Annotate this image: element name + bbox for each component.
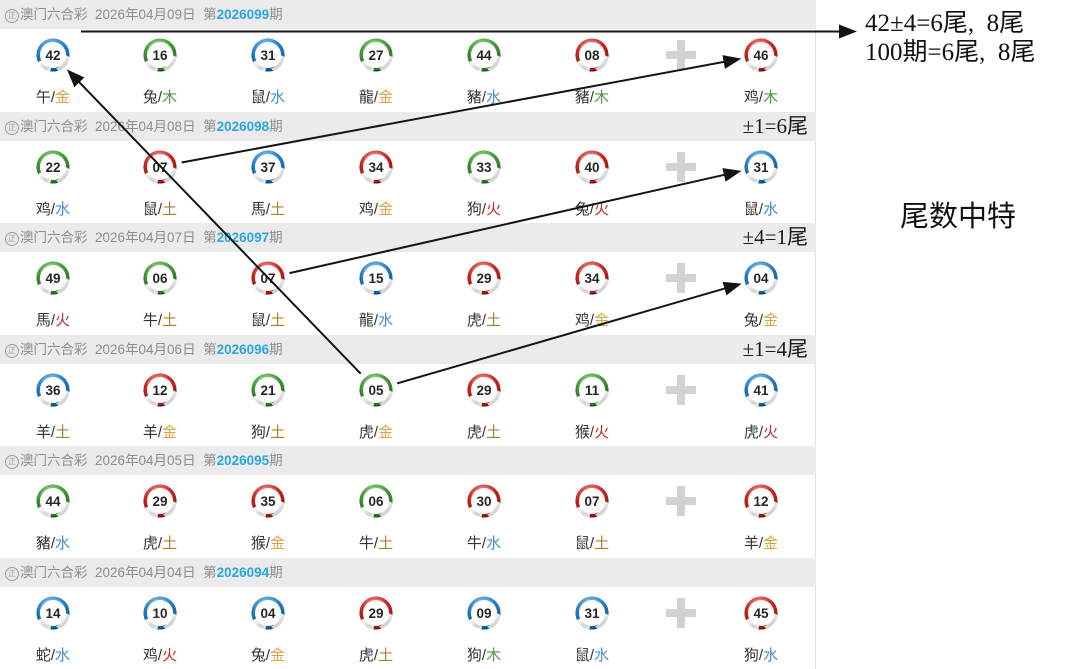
svg-text:10: 10 [152, 605, 167, 620]
svg-text:45: 45 [753, 605, 769, 620]
svg-text:33: 33 [476, 159, 492, 174]
svg-text:07: 07 [260, 271, 275, 286]
svg-text:29: 29 [476, 382, 491, 397]
svg-text:30: 30 [476, 494, 491, 509]
svg-text:05: 05 [368, 382, 384, 397]
svg-text:31: 31 [260, 48, 276, 63]
svg-text:09: 09 [476, 605, 491, 620]
svg-text:31: 31 [753, 159, 769, 174]
svg-text:21: 21 [260, 382, 276, 397]
svg-text:07: 07 [584, 494, 599, 509]
svg-text:37: 37 [260, 159, 275, 174]
svg-text:49: 49 [45, 271, 60, 286]
svg-text:34: 34 [368, 159, 384, 174]
svg-text:06: 06 [152, 271, 168, 286]
svg-text:08: 08 [584, 48, 600, 63]
svg-text:36: 36 [45, 382, 61, 397]
svg-text:06: 06 [368, 494, 384, 509]
svg-text:34: 34 [584, 271, 600, 286]
svg-text:04: 04 [260, 605, 276, 620]
svg-text:41: 41 [753, 382, 769, 397]
svg-text:40: 40 [584, 159, 599, 174]
svg-text:15: 15 [368, 271, 384, 286]
svg-text:22: 22 [45, 159, 60, 174]
svg-text:29: 29 [368, 605, 383, 620]
svg-text:46: 46 [753, 48, 769, 63]
svg-text:44: 44 [476, 48, 492, 63]
svg-text:44: 44 [45, 494, 61, 509]
svg-text:42: 42 [45, 48, 60, 63]
svg-text:14: 14 [45, 605, 61, 620]
svg-text:35: 35 [260, 494, 276, 509]
svg-text:07: 07 [152, 159, 167, 174]
svg-text:29: 29 [152, 494, 167, 509]
svg-text:11: 11 [585, 382, 600, 397]
svg-text:12: 12 [753, 494, 768, 509]
svg-text:16: 16 [152, 48, 168, 63]
svg-text:27: 27 [368, 48, 383, 63]
svg-text:04: 04 [753, 271, 769, 286]
svg-text:29: 29 [476, 271, 491, 286]
svg-text:12: 12 [152, 382, 167, 397]
svg-text:31: 31 [584, 605, 600, 620]
